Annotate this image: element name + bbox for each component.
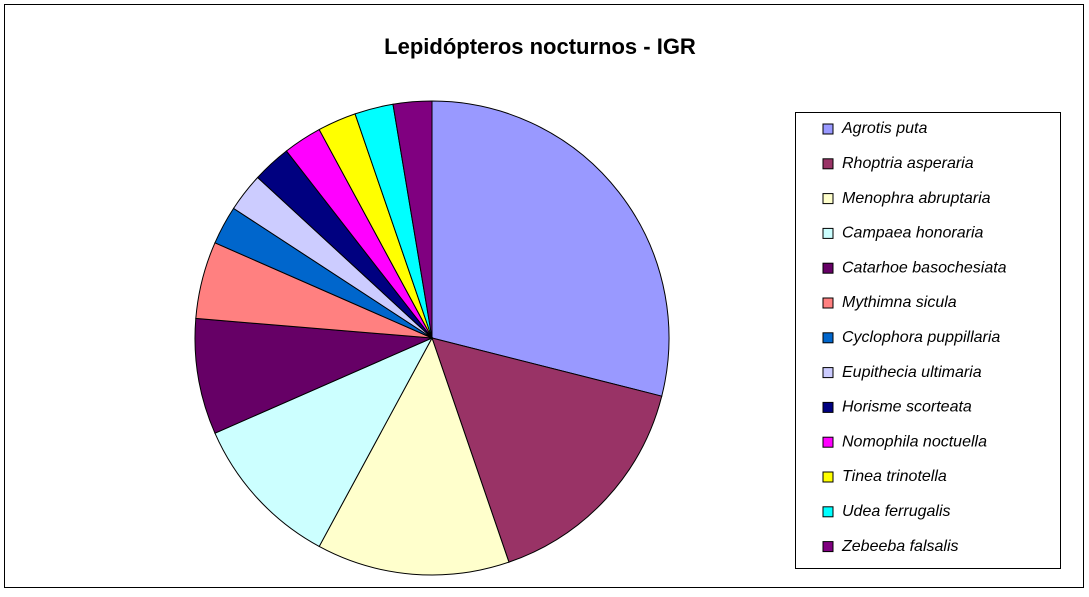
legend-swatch (822, 297, 834, 309)
legend-label: Eupithecia ultimaria (842, 364, 982, 381)
legend-swatch (822, 541, 834, 553)
legend-label: Zebeeba falsalis (841, 538, 959, 555)
pie-slice (214, 336, 434, 548)
pie-slice (392, 100, 433, 339)
legend-swatch (822, 262, 834, 274)
legend-swatch (822, 193, 834, 205)
legend-label: Mythimna sicula (842, 294, 957, 311)
legend-swatch (822, 471, 834, 483)
chart-title: Lepidópteros nocturnos - IGR (384, 34, 696, 59)
legend-swatch (822, 436, 834, 448)
legend-swatch (822, 332, 834, 344)
pie-slice (431, 100, 670, 397)
legend-label: Horisme scorteata (842, 399, 972, 416)
legend-swatch (822, 367, 834, 379)
legend-box (795, 112, 1061, 569)
legend-swatch (822, 506, 834, 518)
legend-label: Udea ferrugalis (842, 503, 951, 520)
pie-slice (431, 337, 663, 563)
legend-label: Rhoptria asperaria (842, 155, 974, 172)
legend-label: Catarhoe basochesiata (842, 259, 1007, 276)
legend-label: Nomophila noctuella (842, 433, 987, 450)
legend-label: Agrotis puta (841, 120, 927, 137)
legend-label: Tinea trinotella (842, 468, 947, 485)
legend-label: Cyclophora puppillaria (842, 329, 1000, 346)
legend-swatch (822, 158, 834, 170)
pie-slice (194, 317, 433, 434)
legend-swatch (822, 227, 834, 239)
legend-label: Menophra abruptaria (842, 190, 991, 207)
legend-swatch (822, 401, 834, 413)
pie-slice (318, 336, 510, 576)
legend-label: Campaea honoraria (842, 225, 984, 242)
legend-swatch (822, 123, 834, 135)
